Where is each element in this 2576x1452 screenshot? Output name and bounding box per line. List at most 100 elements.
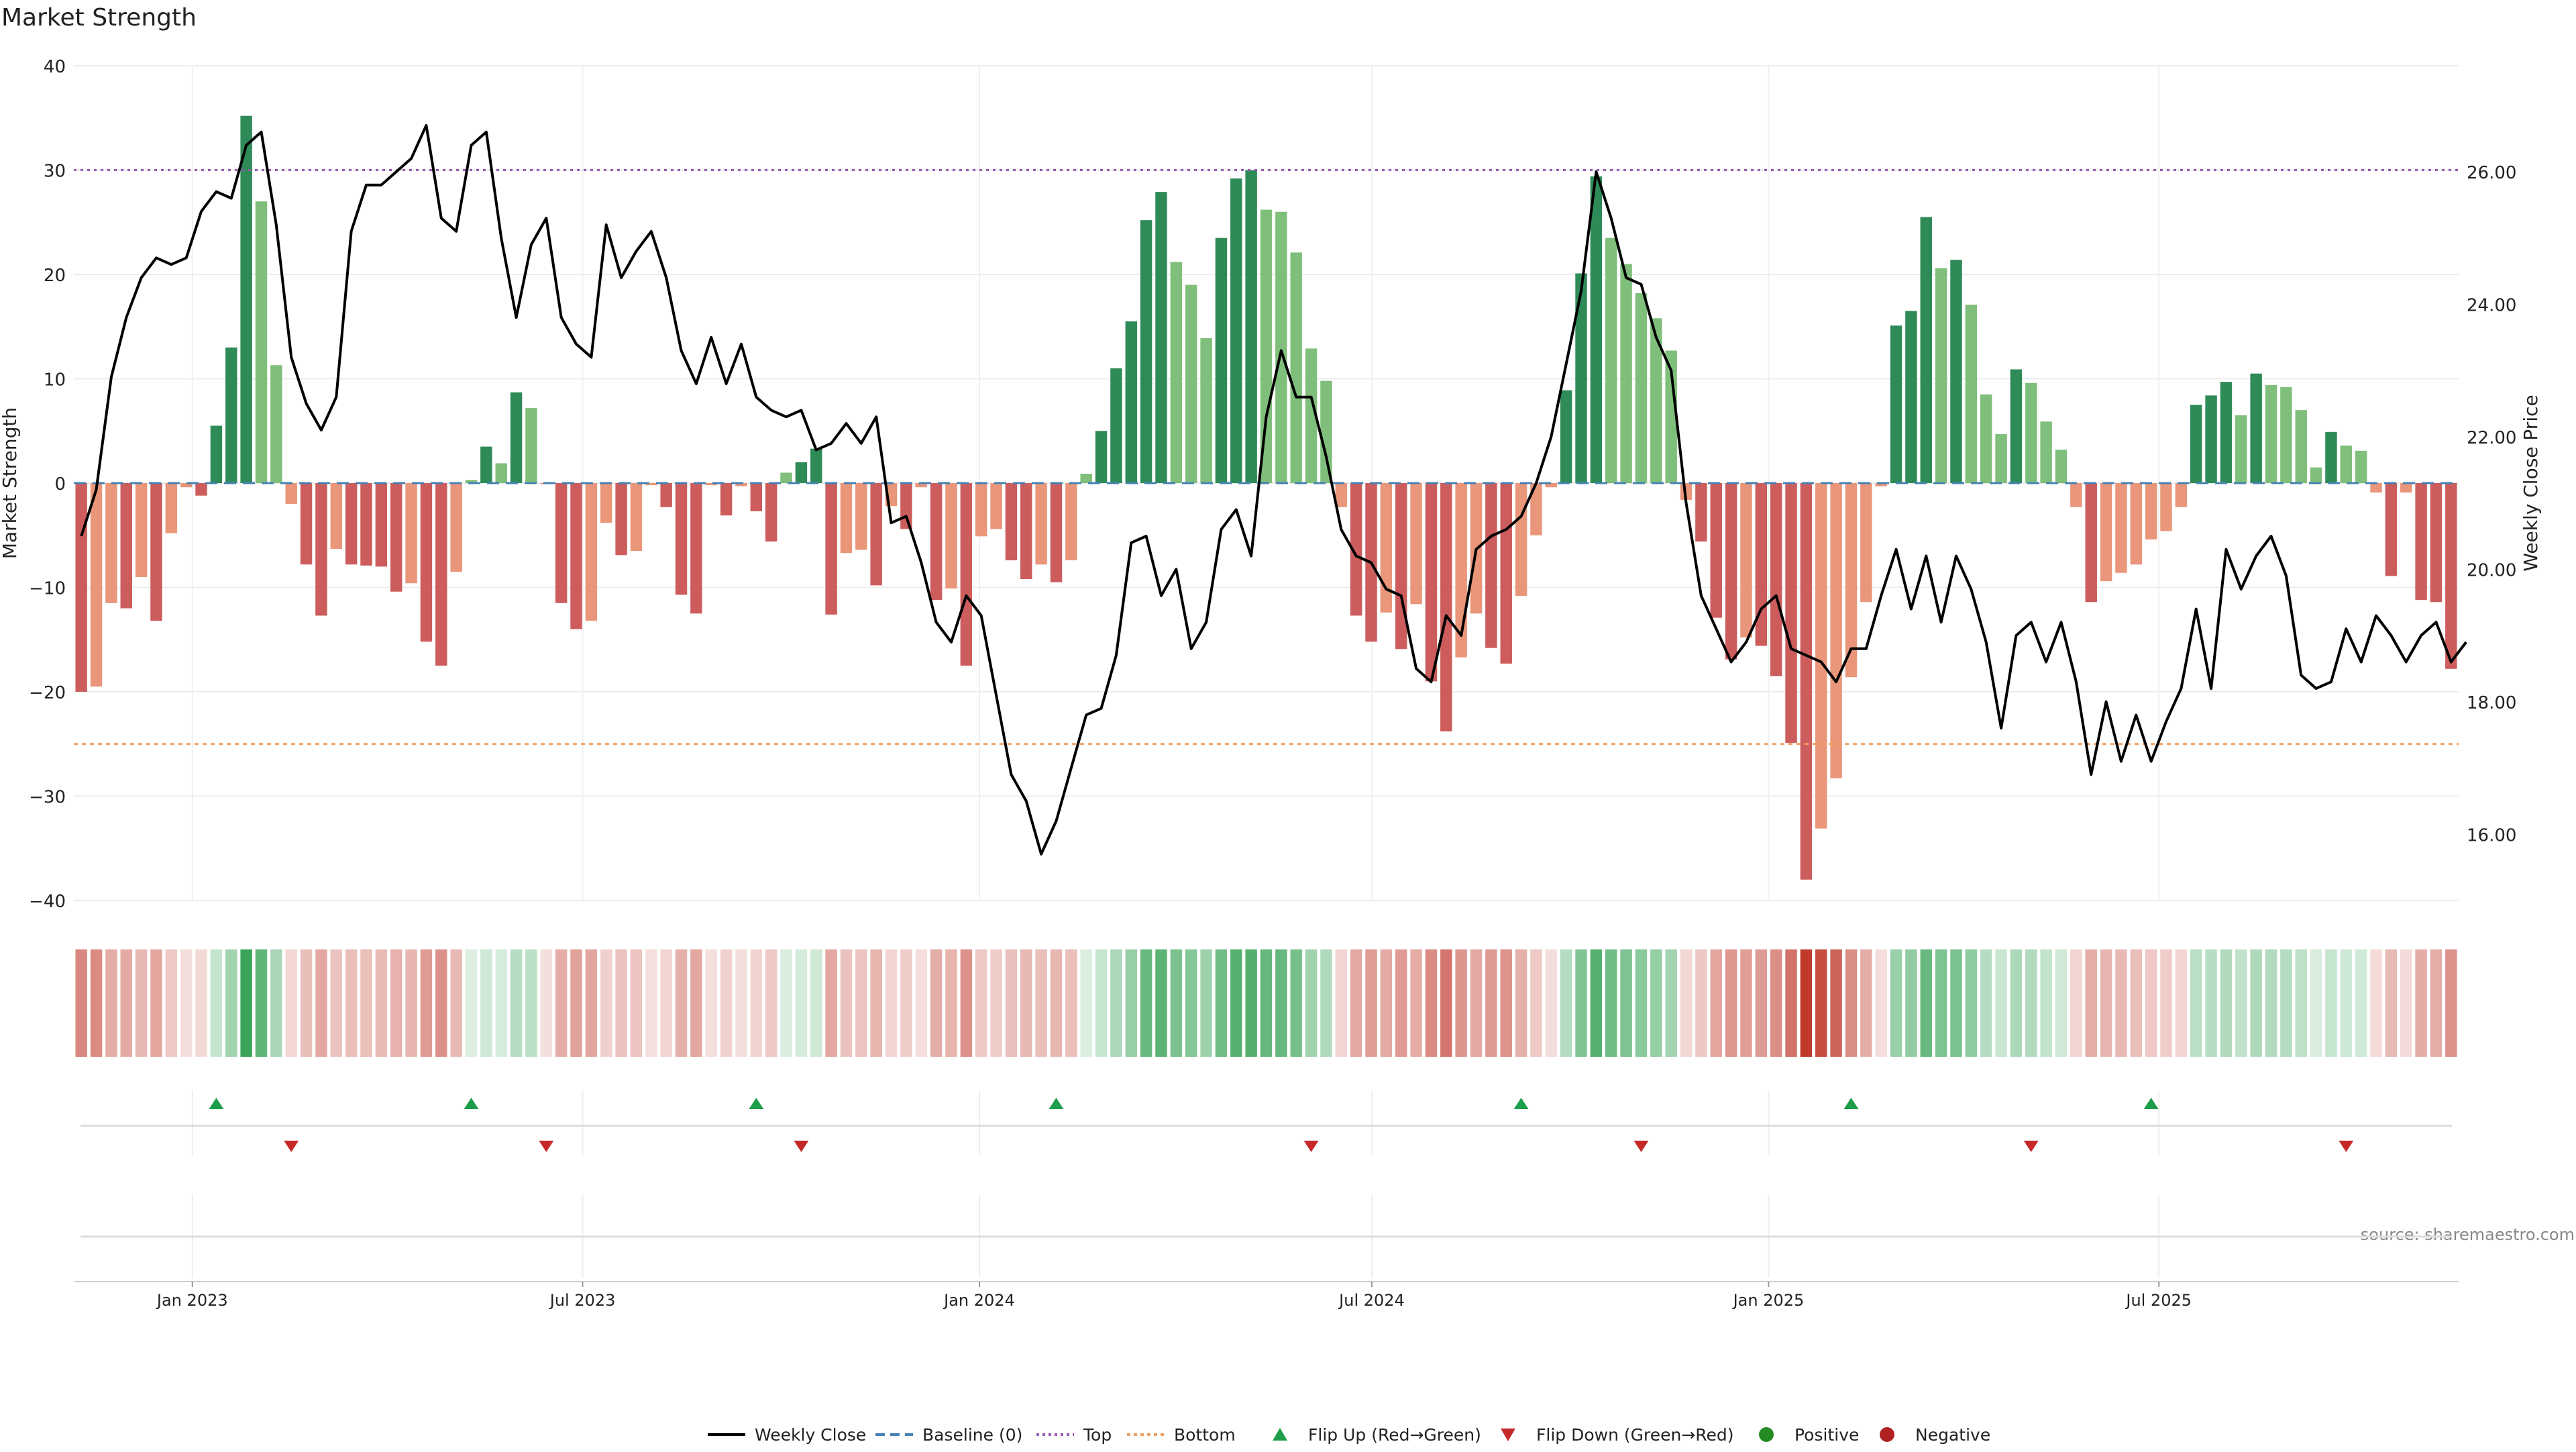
strength-bar (2265, 384, 2277, 483)
heat-cell (1455, 949, 1467, 1057)
strength-bar (195, 483, 207, 496)
heat-cell (2055, 949, 2068, 1057)
strength-bar (690, 483, 702, 614)
flip-down-marker (539, 1141, 554, 1152)
y2-axis-label: Weekly Close Price (2520, 395, 2542, 571)
strength-bar (750, 483, 763, 511)
flip-down-marker (794, 1141, 809, 1152)
strength-bar (2430, 483, 2443, 603)
legend-swatch (1273, 1428, 1287, 1441)
strength-bar (1095, 431, 1108, 483)
heat-cell (1410, 949, 1422, 1057)
strength-bar (375, 483, 388, 567)
strength-bar (210, 425, 223, 483)
heat-cell (1620, 949, 1632, 1057)
flip-down-marker (2339, 1141, 2354, 1152)
heat-cell (375, 949, 388, 1057)
strength-bar (810, 448, 822, 483)
heat-cell (990, 949, 1002, 1057)
heat-cell (240, 949, 252, 1057)
strength-bar (120, 483, 132, 609)
strength-bar (1320, 380, 1332, 483)
strength-bar (2325, 431, 2337, 483)
reference-lines-layer (74, 169, 2459, 745)
strength-bar (795, 462, 808, 483)
legend-label: Negative (1915, 1425, 1990, 1445)
strength-bar (1545, 483, 1558, 488)
heat-cell (2175, 949, 2188, 1057)
strength-bar (570, 483, 582, 629)
strength-bar (1770, 483, 1782, 676)
y2-tick-label: 20.00 (2467, 560, 2516, 580)
strength-bar (2220, 382, 2233, 483)
strength-bar (1830, 483, 1842, 779)
strength-bar (2340, 446, 2353, 483)
strength-bar (2310, 467, 2322, 483)
flip-up-marker (209, 1098, 224, 1109)
strength-bar (1170, 262, 1183, 483)
heat-cell (2190, 949, 2202, 1057)
heat-cell (1680, 949, 1693, 1057)
y2-tick-label: 18.00 (2467, 693, 2516, 713)
legend-swatch (1759, 1427, 1774, 1442)
strength-bar (1305, 348, 1318, 483)
strength-bar (1650, 318, 1662, 483)
strength-bar (420, 483, 433, 642)
strength-bar (1905, 311, 1917, 483)
strength-bar (1845, 483, 1858, 678)
heat-cell (660, 949, 672, 1057)
heat-cell (1425, 949, 1438, 1057)
heat-cell (2100, 949, 2112, 1057)
strength-bar (615, 483, 627, 556)
heat-cell (1740, 949, 1752, 1057)
heat-cell (285, 949, 297, 1057)
heat-cell (75, 949, 87, 1057)
strength-bar (1740, 483, 1752, 638)
heat-cell (2085, 949, 2097, 1057)
heat-cell (1500, 949, 1512, 1057)
heat-cell (1260, 949, 1273, 1057)
y-axis-label: Market Strength (0, 407, 21, 559)
strength-bar (1560, 390, 1572, 483)
y2-tick-label: 16.00 (2467, 825, 2516, 845)
heat-cell (1710, 949, 1722, 1057)
ticks-layer: 40 30 20 10 0 −10 −20 −30 −40 26.00 24.00 22.00 20.0… (29, 57, 2516, 912)
strength-bar (360, 483, 372, 566)
x-tick-label: Jan 2024 (943, 1291, 1015, 1310)
strength-bar (2055, 450, 2068, 483)
heat-cell (225, 949, 237, 1057)
heat-cell (1245, 949, 1257, 1057)
heat-cell (1365, 949, 1377, 1057)
heat-cell (1230, 949, 1242, 1057)
strength-bar (780, 472, 792, 483)
flip-up-marker (1843, 1098, 1859, 1109)
legend-bottom: Bottom (1127, 1425, 1236, 1445)
legend-label: Flip Up (Red→Green) (1308, 1425, 1481, 1445)
flip-down-marker (2023, 1141, 2039, 1152)
heat-cell (1560, 949, 1572, 1057)
heat-cell (210, 949, 223, 1057)
heat-cell (1665, 949, 1677, 1057)
bars-layer (75, 115, 2457, 880)
heat-cell (855, 949, 867, 1057)
heat-cell (420, 949, 433, 1057)
strength-bar (1020, 483, 1032, 580)
strength-bar (675, 483, 688, 595)
heat-cell (690, 949, 702, 1057)
heat-cell (1200, 949, 1212, 1057)
y-tick-label: 20 (44, 266, 66, 286)
heat-cell (1965, 949, 1978, 1057)
x-tick-label: Jul 2023 (549, 1291, 616, 1310)
heat-cell (1650, 949, 1662, 1057)
strength-bar (1230, 178, 1242, 483)
heat-cell (1140, 949, 1152, 1057)
strength-bar (1590, 176, 1603, 483)
strength-bar (2445, 483, 2457, 669)
flip-down-marker (1633, 1141, 1649, 1152)
strength-bar (1035, 483, 1047, 565)
strength-bar (225, 347, 237, 483)
legend-swatch (1501, 1429, 1515, 1441)
legend-label: Flip Down (Green→Red) (1536, 1425, 1734, 1445)
strength-bar (2130, 483, 2143, 565)
strength-bar (2145, 483, 2157, 539)
